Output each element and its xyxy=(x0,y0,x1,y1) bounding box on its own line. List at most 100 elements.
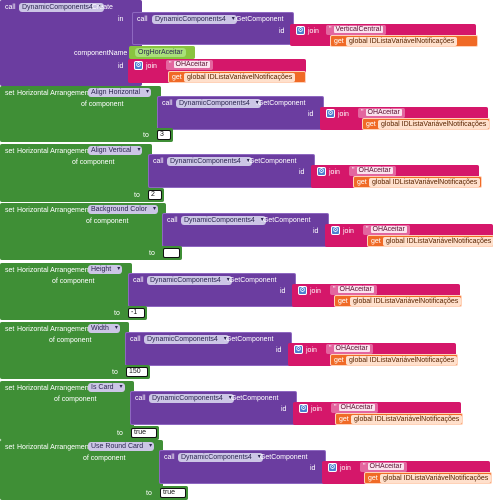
join-label: join xyxy=(343,228,354,235)
create-block[interactable] xyxy=(0,0,142,86)
join-mutator-gear-icon[interactable]: ⚙ xyxy=(294,345,303,354)
create-id-label: id xyxy=(279,28,285,35)
set-property-dropdown[interactable]: Height xyxy=(88,265,123,274)
get-variable-name[interactable]: global IDListaVariávelNotificações xyxy=(346,356,457,365)
join-label: join xyxy=(310,288,321,295)
string-block[interactable]: " OHAceitar xyxy=(358,108,405,118)
call-label: call xyxy=(133,277,144,284)
create-id2-label: id xyxy=(118,63,124,70)
component-dropdown[interactable]: DynamicComponents4 xyxy=(176,99,261,108)
component-dropdown[interactable]: DynamicComponents4 xyxy=(144,335,229,344)
join-mutator-gear-icon[interactable]: ⚙ xyxy=(298,286,307,295)
create-get2-var[interactable]: global IDListaVariávelNotificações xyxy=(184,73,296,82)
get-variable-name[interactable]: global IDListaVariávelNotificações xyxy=(378,120,489,129)
string-value[interactable]: OHAceitar xyxy=(370,226,407,233)
get-variable-name[interactable]: global IDListaVariávelNotificações xyxy=(351,415,462,424)
get-label: get xyxy=(357,179,367,186)
create-join2-label: join xyxy=(146,63,157,70)
set-component-type: Horizontal Arrangement. xyxy=(17,148,93,155)
component-dropdown[interactable]: DynamicComponents4 xyxy=(167,157,252,166)
string-block[interactable]: " OHAceitar xyxy=(331,403,378,413)
create-string-value[interactable]: VerticalCentral xyxy=(333,26,384,33)
join-mutator-gear-icon[interactable]: ⚙ xyxy=(326,109,335,118)
create-get2-block[interactable]: get global IDListaVariávelNotificações xyxy=(168,71,306,83)
getcomponent-method-label: .GetComponent xyxy=(227,277,277,284)
string-value[interactable]: OHAceitar xyxy=(365,109,402,116)
get-variable-block[interactable]: get global IDListaVariávelNotificações xyxy=(367,235,493,247)
string-value[interactable]: OHAceitar xyxy=(367,463,404,470)
join-mutator-gear-icon[interactable]: ⚙ xyxy=(296,26,305,35)
get-variable-block[interactable]: get global IDListaVariávelNotificações xyxy=(364,472,492,484)
to-label: to xyxy=(117,430,123,437)
component-dropdown[interactable]: DynamicComponents4 xyxy=(147,276,232,285)
value-field[interactable]: true xyxy=(131,428,157,438)
component-dropdown[interactable]: DynamicComponents4 xyxy=(149,394,234,403)
get-variable-block[interactable]: get global IDListaVariávelNotificações xyxy=(335,413,463,425)
string-block[interactable]: " OHAceitar xyxy=(326,344,373,354)
string-block[interactable]: " OHAceitar xyxy=(363,225,410,235)
create-component-dropdown[interactable]: DynamicComponents4 xyxy=(19,3,104,12)
set-label: set xyxy=(5,90,15,97)
set-property-dropdown[interactable]: Is Card xyxy=(88,383,125,392)
string-block[interactable]: " OHAceitar xyxy=(349,166,396,176)
join-mutator-gear-icon[interactable]: ⚙ xyxy=(317,167,326,176)
get-variable-block[interactable]: get global IDListaVariávelNotificações xyxy=(353,176,482,188)
get-variable-block[interactable]: get global IDListaVariávelNotificações xyxy=(334,295,462,307)
create-string2-block[interactable]: " OHAceitar xyxy=(166,60,213,70)
id-label: id xyxy=(299,169,305,176)
get-variable-name[interactable]: global IDListaVariávelNotificações xyxy=(350,297,461,306)
set-property-dropdown[interactable]: Align Vertical xyxy=(88,146,143,155)
join-label: join xyxy=(311,406,322,413)
join-label: join xyxy=(329,169,340,176)
create-string2-value[interactable]: OHAceitar xyxy=(173,61,210,68)
string-value[interactable]: OHAceitar xyxy=(338,404,375,411)
id-label: id xyxy=(281,406,287,413)
create-inner-call-label: call xyxy=(137,16,148,23)
string-block[interactable]: " OHAceitar xyxy=(360,462,407,472)
value-field[interactable]: -1 xyxy=(128,308,145,318)
call-label: call xyxy=(135,395,146,402)
to-label: to xyxy=(134,192,140,199)
join-mutator-gear-icon[interactable]: ⚙ xyxy=(328,463,337,472)
create-in-label: in xyxy=(118,16,124,23)
get-variable-name[interactable]: global IDListaVariávelNotificações xyxy=(380,474,491,483)
value-field[interactable]: 2 xyxy=(148,190,162,200)
value-field[interactable] xyxy=(163,248,180,258)
get-variable-block[interactable]: get global IDListaVariávelNotificações xyxy=(362,118,490,130)
of-component-label: of component xyxy=(49,337,92,344)
join2-mutator-gear-icon[interactable]: ⚙ xyxy=(134,61,143,70)
create-string-block[interactable]: " VerticalCentral xyxy=(326,25,387,35)
value-field[interactable]: 150 xyxy=(126,367,148,377)
of-component-label: of component xyxy=(83,455,126,462)
string-value[interactable]: OHAceitar xyxy=(337,286,374,293)
component-dropdown[interactable]: DynamicComponents4 xyxy=(178,453,263,462)
to-label: to xyxy=(114,310,120,317)
join-mutator-gear-icon[interactable]: ⚙ xyxy=(299,404,308,413)
component-name-value[interactable]: OrgHorAceitar xyxy=(135,48,186,57)
of-component-label: of component xyxy=(81,101,124,108)
set-property-dropdown[interactable]: Align Horizontal xyxy=(88,88,152,97)
set-property-dropdown[interactable]: Width xyxy=(88,324,120,333)
get-variable-name[interactable]: global IDListaVariávelNotificações xyxy=(369,178,481,187)
create-inner-component-dropdown[interactable]: DynamicComponents4 xyxy=(152,15,237,24)
create-get-block[interactable]: get global IDListaVariávelNotificações xyxy=(330,35,478,47)
component-dropdown[interactable]: DynamicComponents4 xyxy=(181,216,266,225)
join-mutator-gear-icon[interactable]: ⚙ xyxy=(331,226,340,235)
create-get-var[interactable]: global IDListaVariávelNotificações xyxy=(346,37,458,46)
value-field[interactable]: true xyxy=(160,488,186,498)
get-label: get xyxy=(371,238,381,245)
to-label: to xyxy=(149,250,155,257)
get-variable-name[interactable]: global IDListaVariávelNotificações xyxy=(383,237,493,246)
get-variable-block[interactable]: get global IDListaVariávelNotificações xyxy=(330,354,458,366)
id-label: id xyxy=(276,347,282,354)
set-component-type: Horizontal Arrangement. xyxy=(17,444,93,451)
value-field[interactable]: 3 xyxy=(157,130,171,140)
set-property-dropdown[interactable]: Background Color xyxy=(88,205,159,214)
set-property-dropdown[interactable]: Use Round Card xyxy=(88,442,155,451)
set-component-type: Horizontal Arrangement. xyxy=(17,90,93,97)
of-component-label: of component xyxy=(72,159,115,166)
call-label: call xyxy=(130,336,141,343)
string-value[interactable]: OHAceitar xyxy=(333,345,370,352)
string-value[interactable]: OHAceitar xyxy=(356,167,393,174)
string-block[interactable]: " OHAceitar xyxy=(330,285,377,295)
